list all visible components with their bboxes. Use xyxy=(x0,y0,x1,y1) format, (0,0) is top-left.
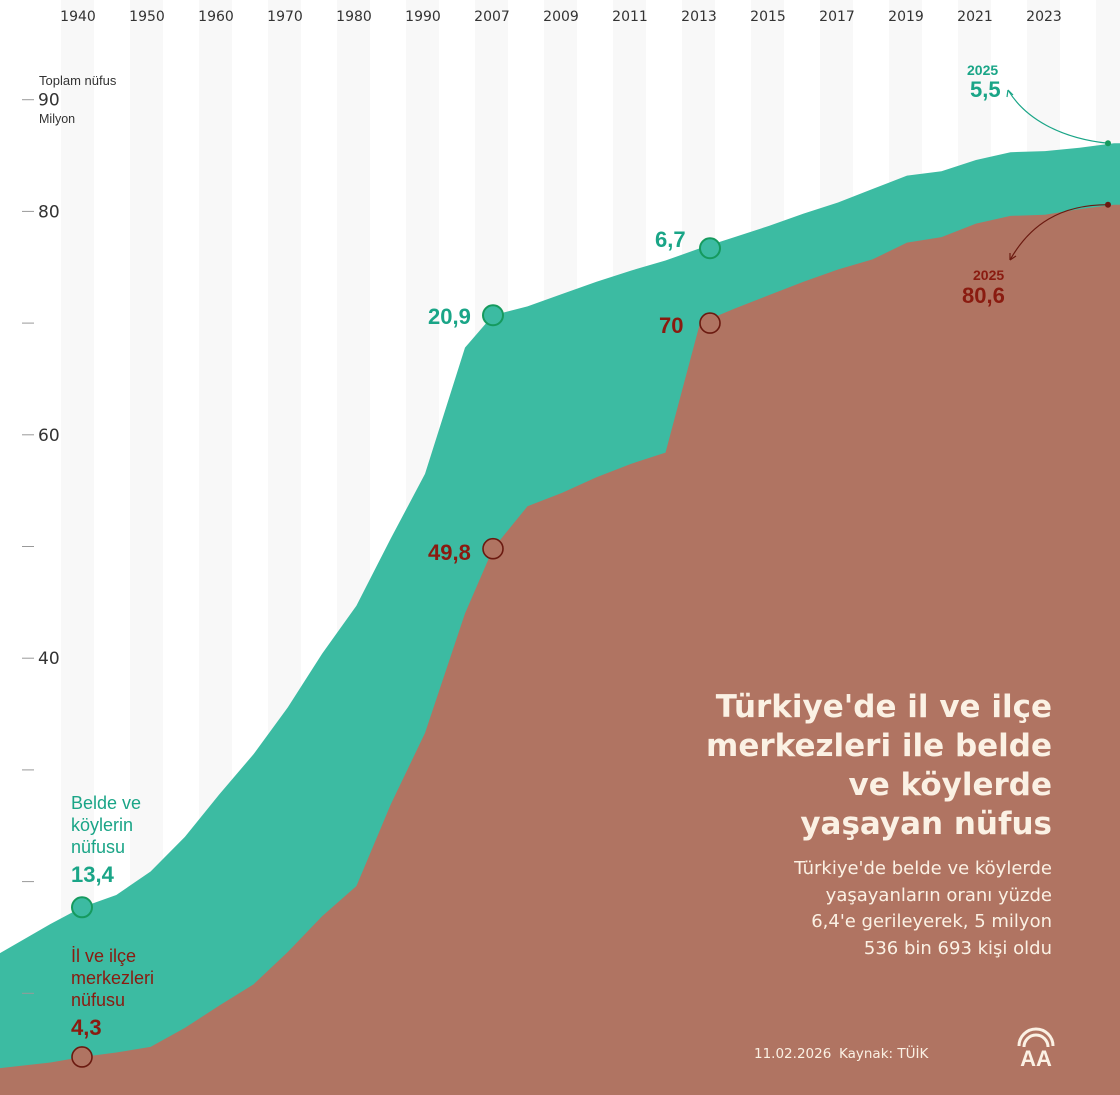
urban-label-line: İl ve ilçe xyxy=(71,946,137,966)
x-tick-label: 2013 xyxy=(681,9,717,25)
urban-label-line: merkezleri xyxy=(71,968,155,988)
publish-date: 11.02.2026 xyxy=(754,1046,832,1062)
rural-2013-value: 6,7 xyxy=(655,227,686,252)
arrowhead-icon xyxy=(1009,253,1017,261)
rural-marker-2025 xyxy=(1105,140,1111,147)
logo-text: AA xyxy=(1020,1046,1052,1068)
rural-label-line: köylerin xyxy=(71,815,134,835)
page-title: Türkiye'de il ve ilçe merkezleri ile bel… xyxy=(632,688,1052,844)
urban-marker-1940 xyxy=(71,1046,93,1068)
urban-series-label: İl ve ilçe merkezleri nüfusu 4,3 xyxy=(71,945,154,1039)
urban-2025-value: 80,6 xyxy=(962,283,1005,308)
urban-marker-2007 xyxy=(482,537,504,560)
urban-2025-year: 2025 xyxy=(973,267,1005,283)
y-axis-title: Toplam nüfus xyxy=(39,73,117,88)
urban-2013-value: 70 xyxy=(659,313,684,338)
rural-2025-value: 5,5 xyxy=(970,77,1001,102)
x-tick-label: 2019 xyxy=(888,9,924,25)
x-tick-label: 1970 xyxy=(267,9,303,25)
urban-marker-2013 xyxy=(699,312,721,334)
x-tick-label: 2011 xyxy=(612,9,648,25)
arrowhead-icon xyxy=(1006,89,1014,98)
title-line: yaşayan nüfus xyxy=(800,806,1052,842)
x-tick-label: 2007 xyxy=(474,9,510,25)
rural-label-line: nüfusu xyxy=(71,837,126,857)
y-tick-label: 80 xyxy=(38,202,60,222)
rural-marker-1940 xyxy=(71,896,93,919)
rural-marker-2007 xyxy=(482,304,504,327)
x-tick-label: 2017 xyxy=(819,9,855,25)
x-tick-label: 1940 xyxy=(60,9,96,25)
title-line: ve köylerde xyxy=(848,767,1052,803)
areas xyxy=(0,143,1120,1095)
rural-series-label: Belde ve köylerin nüfusu 13,4 xyxy=(71,792,141,886)
x-tick-label: 1960 xyxy=(198,9,234,25)
subtitle-line: 6,4'e gerileyerek, 5 milyon xyxy=(811,911,1052,932)
rural-1940-value: 13,4 xyxy=(71,862,114,887)
y-tick-label: 40 xyxy=(38,649,60,669)
y-tick-label: 90 xyxy=(38,91,60,111)
x-tick-label: 2021 xyxy=(957,9,993,25)
rural-2025-year: 2025 xyxy=(967,62,999,78)
x-tick-label: 2015 xyxy=(750,9,786,25)
x-axis-labels: 1940 1950 1960 1970 1980 1990 2007 2009 2011 2013… xyxy=(60,9,1062,25)
urban-1940-value: 4,3 xyxy=(71,1015,102,1040)
y-axis-unit: Milyon xyxy=(39,112,76,126)
urban-label-line: nüfusu xyxy=(71,990,126,1010)
subtitle: Türkiye'de belde ve köylerde yaşayanları… xyxy=(632,856,1052,962)
x-tick-label: 2023 xyxy=(1026,9,1062,25)
rural-2007-value: 20,9 xyxy=(428,304,471,329)
urban-2025-arrow xyxy=(1009,204,1109,261)
x-tick-label: 1980 xyxy=(336,9,372,25)
x-tick-label: 1950 xyxy=(129,9,165,25)
rural-marker-2013 xyxy=(699,237,721,260)
urban-population-area xyxy=(0,204,1120,1095)
y-axis: 40 60 80 90 xyxy=(22,91,60,994)
y-tick-label: 60 xyxy=(38,426,60,446)
markers xyxy=(71,140,1111,1068)
subtitle-line: Türkiye'de belde ve köylerde xyxy=(794,858,1052,879)
source: Kaynak: TÜİK xyxy=(839,1046,929,1062)
title-line: Türkiye'de il ve ilçe xyxy=(715,689,1052,725)
urban-2007-value: 49,8 xyxy=(428,540,471,565)
rural-label-line: Belde ve xyxy=(71,793,142,813)
urban-marker-2025 xyxy=(1105,201,1111,208)
x-tick-label: 1990 xyxy=(405,9,441,25)
subtitle-line: 536 bin 693 kişi oldu xyxy=(863,937,1052,959)
x-tick-label: 2009 xyxy=(543,9,579,25)
rural-2025-arrow xyxy=(1007,89,1109,144)
annotation-arrows xyxy=(1006,89,1109,261)
subtitle-line: yaşayanların oranı yüzde xyxy=(825,884,1052,906)
title-line: merkezleri ile belde xyxy=(706,728,1052,764)
aa-logo: AA xyxy=(1017,1027,1055,1068)
